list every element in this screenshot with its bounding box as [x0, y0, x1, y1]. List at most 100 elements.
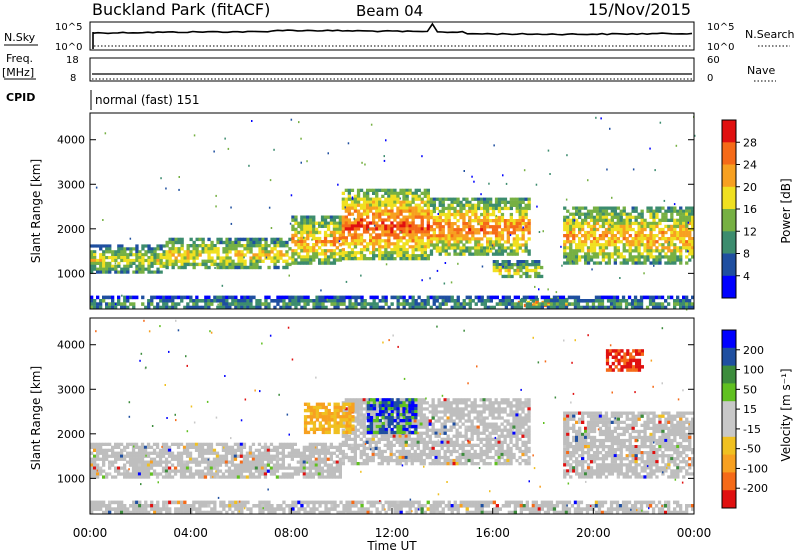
data-cell	[491, 416, 495, 420]
data-cell	[219, 262, 223, 267]
data-cell	[384, 248, 388, 252]
data-cell	[291, 302, 295, 306]
freq-unit-label: [MHz]	[2, 66, 34, 79]
data-cell	[500, 443, 504, 447]
data-cell	[518, 422, 522, 426]
data-cell	[494, 431, 498, 435]
scatter-point	[444, 262, 447, 264]
data-cell	[688, 299, 692, 303]
data-cell	[581, 249, 585, 253]
data-cell	[108, 267, 112, 271]
data-cell	[691, 209, 695, 213]
data-cell	[648, 302, 653, 306]
data-cell	[482, 401, 486, 405]
data-cell	[607, 206, 611, 210]
data-cell	[102, 295, 106, 300]
data-cell	[534, 260, 538, 264]
data-cell	[521, 215, 525, 220]
data-cell	[372, 295, 376, 300]
data-cell	[589, 249, 594, 253]
data-cell	[246, 265, 250, 270]
data-cell	[443, 458, 447, 463]
data-cell	[420, 215, 424, 219]
data-cell	[607, 218, 611, 222]
data-cell	[410, 422, 414, 426]
data-cell	[143, 460, 148, 464]
data-cell	[673, 246, 677, 250]
data-cell	[212, 457, 217, 461]
data-cell	[198, 253, 202, 257]
data-cell	[589, 246, 594, 250]
data-cell	[377, 446, 381, 451]
data-cell	[555, 299, 560, 303]
data-cell	[161, 448, 166, 452]
data-cell	[503, 398, 507, 402]
data-cell	[483, 228, 487, 232]
data-cell	[640, 252, 644, 256]
data-cell	[279, 305, 283, 310]
data-cell	[407, 455, 411, 460]
nsky-tick-bottom: 10^0	[55, 42, 82, 53]
data-cell	[269, 457, 274, 461]
data-cell	[426, 242, 430, 246]
data-cell	[664, 224, 668, 229]
data-cell	[317, 451, 321, 455]
data-cell	[402, 302, 406, 306]
data-cell	[440, 416, 444, 420]
scatter-point	[344, 206, 346, 209]
data-cell	[402, 206, 406, 210]
data-cell	[227, 451, 232, 455]
data-cell	[332, 445, 336, 449]
data-cell	[456, 228, 460, 232]
data-cell	[341, 462, 345, 466]
data-cell	[441, 295, 445, 300]
data-cell	[640, 227, 644, 232]
data-cell	[609, 302, 614, 306]
data-cell	[446, 446, 450, 451]
data-cell	[248, 460, 253, 464]
data-cell	[396, 212, 400, 216]
data-cell	[654, 302, 659, 306]
data-cell	[552, 295, 557, 300]
data-cell	[449, 428, 453, 432]
data-cell	[389, 452, 393, 457]
data-cell	[404, 437, 408, 441]
data-cell	[518, 419, 522, 423]
data-cell	[300, 258, 304, 262]
data-cell	[420, 305, 424, 310]
data-cell	[329, 457, 333, 461]
data-cell	[515, 419, 519, 423]
data-cell	[243, 259, 247, 263]
data-cell	[354, 305, 358, 310]
data-cell	[323, 469, 327, 473]
data-cell	[503, 437, 507, 441]
data-cell	[296, 454, 300, 458]
data-cell	[441, 219, 445, 223]
data-cell	[224, 448, 229, 452]
data-cell	[455, 422, 459, 426]
data-cell	[404, 443, 408, 447]
scatter-point	[547, 149, 550, 152]
data-cell	[492, 305, 496, 310]
data-cell	[371, 422, 375, 426]
data-cell	[182, 472, 187, 476]
data-cell	[691, 218, 695, 222]
data-cell	[321, 295, 325, 300]
data-cell	[249, 259, 253, 263]
scatter-point	[193, 134, 196, 137]
data-cell	[276, 237, 280, 242]
data-cell	[540, 265, 544, 270]
data-cell	[572, 206, 576, 210]
data-cell	[182, 463, 187, 467]
data-cell	[360, 299, 364, 303]
data-cell	[425, 416, 429, 420]
data-cell	[236, 472, 241, 476]
data-cell	[476, 428, 480, 432]
data-cell	[509, 452, 513, 457]
data-cell	[518, 401, 522, 405]
data-cell	[616, 224, 620, 229]
data-cell	[147, 258, 151, 263]
data-cell	[126, 256, 130, 260]
data-cell	[347, 455, 351, 460]
data-cell	[161, 451, 166, 455]
